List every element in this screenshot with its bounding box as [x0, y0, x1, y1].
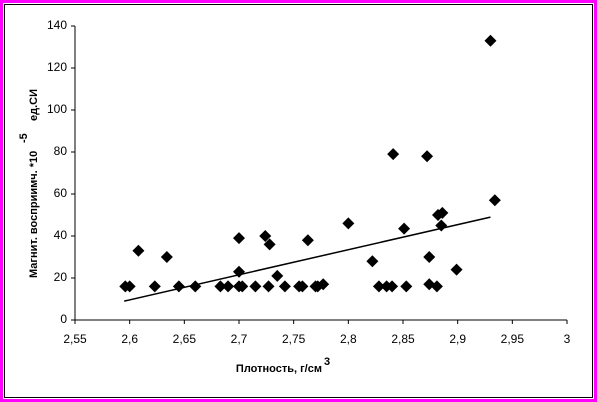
- scatter-point: [160, 251, 173, 263]
- x-tick-label: 2,85: [391, 332, 415, 346]
- scatter-point: [249, 280, 262, 293]
- y-tick-label: 100: [47, 102, 67, 116]
- scatter-point: [233, 232, 245, 245]
- x-tick-label: 2,75: [282, 332, 306, 346]
- scatter-point: [132, 244, 145, 257]
- scatter-point: [398, 222, 411, 235]
- chart-frame: [4, 4, 593, 398]
- scatter-point: [262, 280, 275, 293]
- x-tick-label: 2,7: [231, 332, 248, 346]
- y-tick-label: 80: [54, 144, 68, 158]
- scatter-point: [366, 255, 379, 268]
- scatter-point: [386, 280, 399, 293]
- scatter-point: [148, 280, 161, 293]
- scatter-point: [259, 230, 272, 242]
- x-tick-label: 2,55: [63, 332, 87, 346]
- scatter-point: [423, 251, 436, 263]
- scatter-point: [488, 194, 501, 207]
- y-tick-label: 60: [54, 186, 68, 200]
- x-tick-label: 3: [564, 332, 571, 346]
- scatter-point: [317, 278, 330, 291]
- y-axis-label: Магнит. восприимч. *10: [28, 151, 40, 278]
- scatter-point: [222, 280, 235, 293]
- scatter-point: [387, 148, 400, 161]
- y-tick-label: 40: [54, 228, 68, 242]
- x-tick-label: 2,8: [340, 332, 357, 346]
- scatter-point: [301, 234, 314, 247]
- y-tick-label: 140: [47, 18, 67, 32]
- x-tick-label: 2,6: [121, 332, 138, 346]
- y-tick-label: 0: [60, 312, 67, 326]
- scatter-point: [430, 280, 443, 293]
- trend-line: [124, 216, 491, 302]
- scatter-point: [123, 280, 136, 293]
- y-axis-label-sup: -5: [18, 133, 30, 143]
- scatter-point: [263, 238, 276, 251]
- y-axis-label-suffix: ед.СИ: [28, 89, 40, 121]
- y-tick-label: 120: [47, 60, 67, 74]
- scatter-point: [271, 269, 284, 282]
- x-tick-label: 2,65: [173, 332, 197, 346]
- scatter-point: [436, 206, 449, 219]
- scatter-point: [278, 280, 291, 293]
- x-axis-label: Плотность, г/см: [236, 363, 322, 375]
- scatter-point: [400, 280, 413, 293]
- scatter-point: [450, 263, 463, 276]
- scatter-point: [421, 150, 434, 163]
- scatter-point: [372, 280, 385, 293]
- x-tick-label: 2,95: [501, 332, 525, 346]
- scatter-point: [214, 280, 227, 293]
- x-tick-label: 2,9: [449, 332, 466, 346]
- scatter-point: [342, 217, 355, 230]
- y-tick-label: 20: [54, 270, 68, 284]
- scatter-point: [236, 280, 249, 293]
- scatter-point: [296, 280, 309, 293]
- scatter-point: [484, 34, 497, 47]
- y-axis-label-group: Магнит. восприимч. *10 -5 ед.СИ: [18, 89, 40, 278]
- x-axis-label-sup: 3: [324, 356, 330, 368]
